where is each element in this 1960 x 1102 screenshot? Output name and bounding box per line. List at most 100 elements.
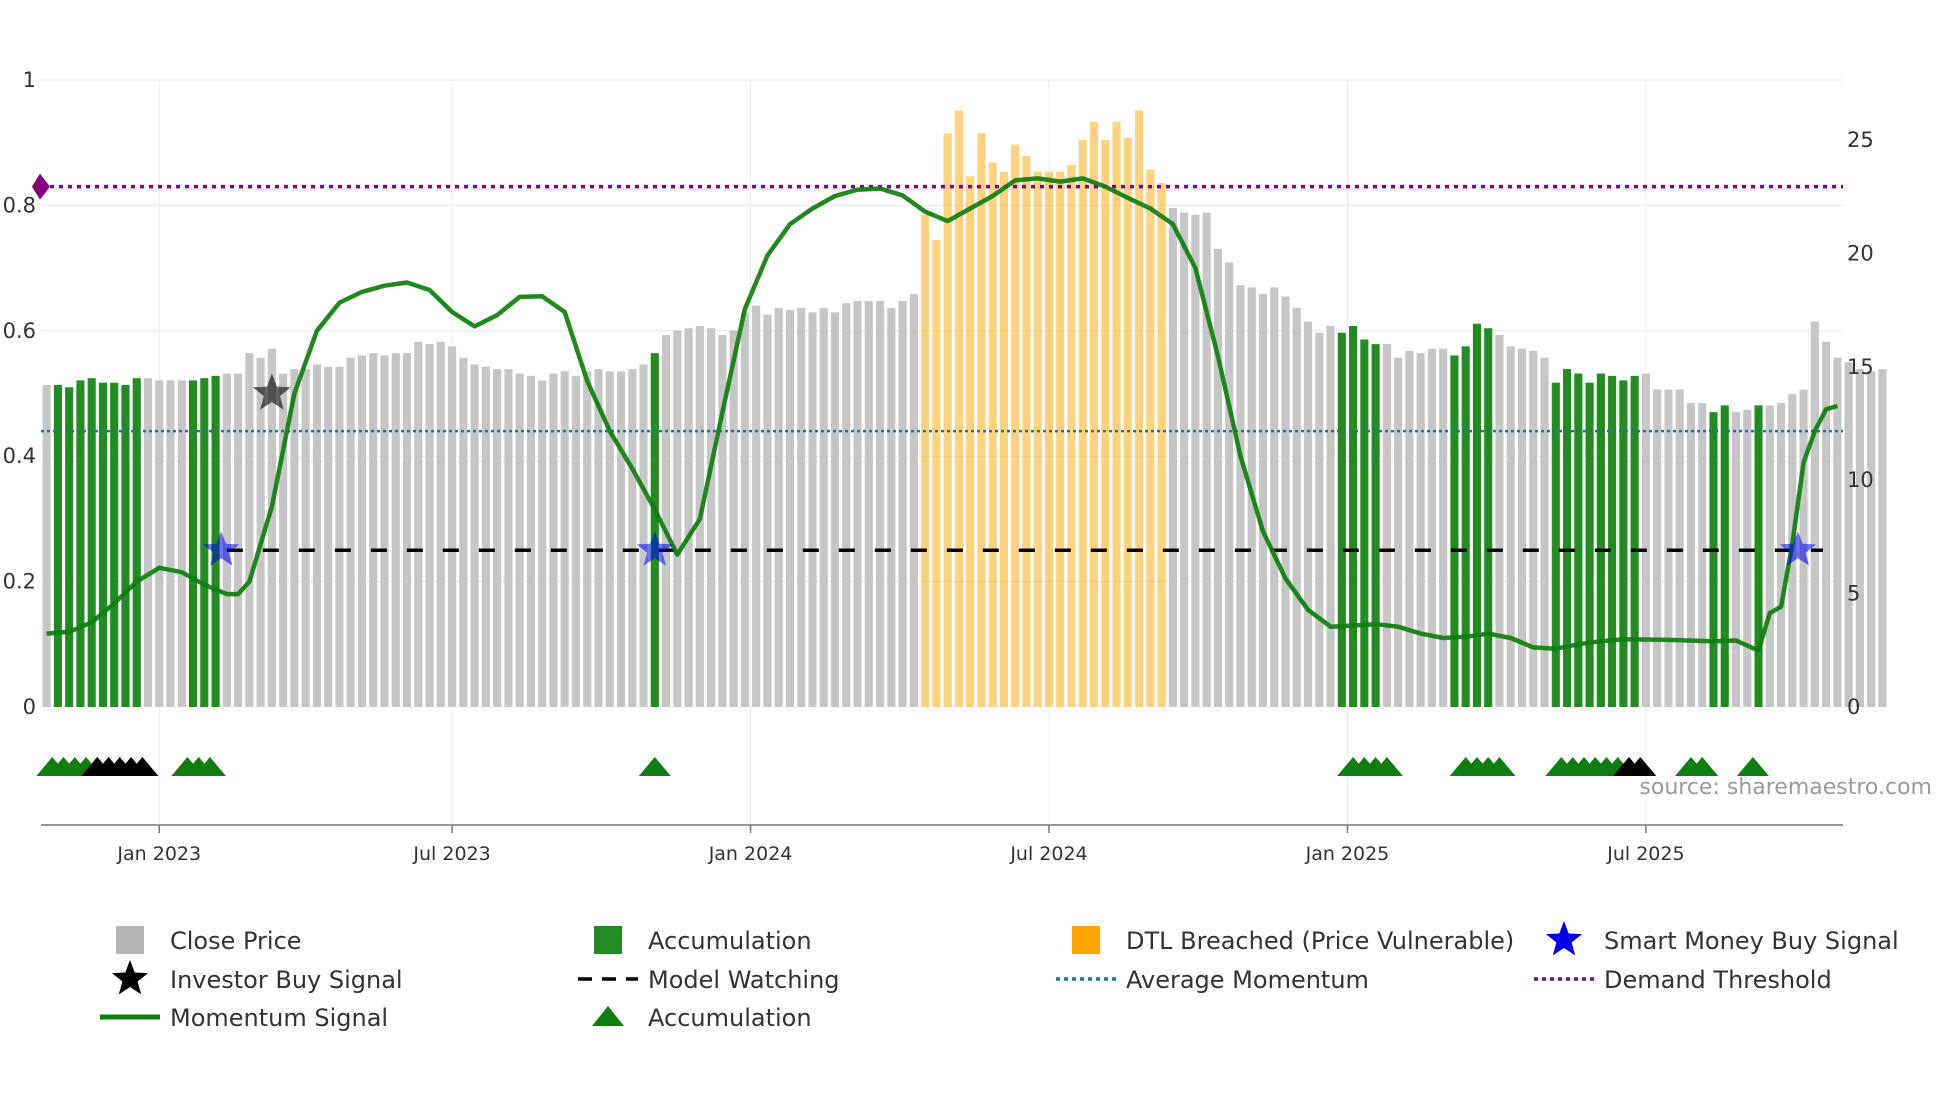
accumulation-bar	[1472, 323, 1482, 707]
legend-label: Accumulation	[648, 927, 812, 955]
dtl-breached-bar	[1011, 144, 1020, 708]
close-price-bar	[481, 366, 490, 707]
close-price-bar	[222, 373, 231, 707]
accumulation-bar	[98, 382, 107, 707]
close-price-bar	[335, 366, 344, 707]
legend-label: Accumulation	[648, 1004, 812, 1032]
accumulation-bar	[65, 387, 74, 707]
close-price-bar	[459, 357, 468, 707]
close-price-bar	[1236, 285, 1245, 707]
left-axis-tick: 0.4	[3, 444, 36, 468]
accumulation-triangle	[638, 757, 671, 776]
dtl-breached-bar	[988, 162, 997, 707]
close-price-bar	[1698, 403, 1707, 707]
dtl-breached-bar	[1157, 183, 1166, 708]
accumulation-bar	[1720, 405, 1729, 707]
signal-markers	[203, 373, 1816, 566]
legend-item: Smart Money Buy Signal	[1545, 921, 1899, 956]
close-price-bar	[1506, 346, 1515, 707]
close-price-bar	[267, 348, 276, 707]
close-price-bar	[785, 310, 795, 707]
close-price-bar	[425, 344, 434, 707]
close-price-bar	[155, 380, 164, 707]
close-price-bar	[842, 303, 851, 707]
accumulation-bar	[1337, 332, 1346, 707]
close-price-bar	[1878, 369, 1887, 707]
source-label: source: sharemaestro.com	[1639, 775, 1932, 800]
close-price-bar	[290, 369, 299, 707]
left-axis-tick: 0.6	[3, 319, 36, 343]
x-axis-tick: Jan 2023	[116, 843, 201, 865]
close-price-bar	[1427, 348, 1436, 707]
close-price-bar	[380, 355, 389, 707]
close-price-bar	[42, 384, 51, 707]
right-axis-tick: 10	[1847, 468, 1874, 492]
close-price-bar	[1743, 409, 1752, 707]
legend-star-icon	[111, 960, 149, 995]
left-axis-tick: 0.8	[3, 193, 36, 217]
close-price-bar	[369, 353, 378, 707]
dtl-breached-bar	[977, 133, 986, 707]
close-price-bar	[1664, 389, 1673, 707]
close-price-bar	[774, 307, 783, 707]
close-price-bar	[346, 357, 355, 707]
close-price-bar	[1281, 296, 1290, 707]
accumulation-triangle	[1686, 757, 1719, 776]
close-price-bar	[830, 312, 840, 707]
watch-triangle	[126, 757, 159, 776]
close-price-bar	[414, 341, 423, 707]
legend-label: Demand Threshold	[1604, 966, 1832, 994]
close-price-bar	[1303, 321, 1313, 707]
close-price-bar	[1394, 357, 1403, 707]
accumulation-bar	[1619, 380, 1628, 707]
close-price-bar	[1495, 335, 1504, 707]
accumulation-bar	[110, 382, 119, 707]
momentum-signal-line	[46, 176, 1839, 653]
close-price-bar	[594, 369, 603, 707]
close-price-bar	[729, 330, 738, 707]
accumulation-bar	[53, 384, 62, 707]
close-price-bar	[1517, 348, 1527, 707]
accumulation-bar	[1360, 339, 1369, 707]
close-price-bar	[1765, 405, 1774, 707]
dtl-breached-bar	[1067, 164, 1076, 707]
accumulation-bar	[1574, 373, 1583, 707]
close-price-bar	[1867, 371, 1876, 707]
legend-item: Accumulation	[594, 926, 812, 955]
close-price-bar	[1439, 348, 1448, 707]
accumulation-bar	[650, 353, 659, 707]
accumulation-triangle	[1483, 757, 1516, 776]
close-price-bar	[391, 353, 400, 707]
close-price-bar	[616, 371, 626, 707]
close-price-bar	[571, 375, 581, 707]
close-price-bar	[1653, 389, 1662, 707]
accumulation-bar	[1563, 369, 1572, 707]
smart-money-buy-star	[1779, 531, 1816, 566]
close-price-bar	[470, 364, 479, 707]
dtl-breached-bar	[1101, 140, 1110, 707]
close-price-bar	[763, 314, 772, 707]
legend-label: Momentum Signal	[170, 1004, 388, 1032]
close-price-bar	[639, 364, 648, 707]
legend-item: DTL Breached (Price Vulnerable)	[1072, 926, 1514, 955]
accumulation-bar	[211, 375, 220, 707]
accumulation-bar	[121, 384, 130, 707]
close-price-bar	[1168, 208, 1177, 708]
accumulation-bar	[132, 378, 141, 707]
dtl-breached-bar	[1112, 121, 1121, 708]
close-price-bar	[1202, 212, 1211, 707]
legend-item: Close Price	[116, 926, 302, 955]
dtl-breached-bar	[1044, 171, 1054, 707]
accumulation-bar	[188, 380, 198, 707]
accumulation-bar	[1630, 375, 1639, 707]
dtl-breached-bar	[1123, 137, 1132, 708]
legend: Close Price Accumulation DTL Breached (Pri…	[100, 921, 1899, 1032]
grid	[41, 79, 1843, 825]
legend-swatch	[116, 926, 144, 954]
close-price-bar	[1225, 262, 1234, 707]
close-price-bar	[357, 355, 367, 707]
close-price-bar	[1270, 287, 1279, 707]
close-price-bar	[1326, 325, 1335, 707]
